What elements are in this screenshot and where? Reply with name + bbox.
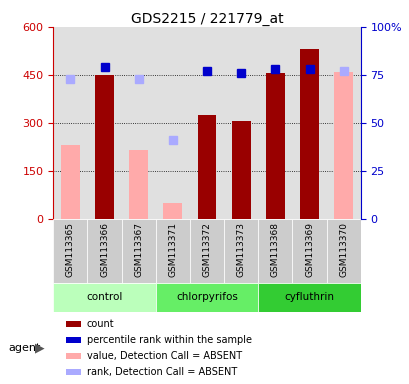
Bar <box>65 321 81 327</box>
Text: rank, Detection Call = ABSENT: rank, Detection Call = ABSENT <box>87 367 237 377</box>
Bar <box>333 72 352 218</box>
Text: GSM113368: GSM113368 <box>270 222 279 277</box>
Text: control: control <box>86 293 122 303</box>
Bar <box>53 283 155 313</box>
Bar <box>265 73 284 218</box>
Bar <box>224 218 258 283</box>
Bar <box>129 150 148 218</box>
Bar <box>61 145 80 218</box>
Text: ▶: ▶ <box>35 341 44 354</box>
Bar <box>163 203 182 218</box>
Text: percentile rank within the sample: percentile rank within the sample <box>87 335 252 345</box>
Bar <box>258 218 292 283</box>
Bar <box>53 218 87 283</box>
Bar <box>292 218 326 283</box>
Text: GSM113370: GSM113370 <box>338 222 347 277</box>
Bar <box>65 353 81 359</box>
Bar <box>155 283 258 313</box>
Bar <box>95 75 114 218</box>
Bar <box>299 49 318 218</box>
Text: GSM113369: GSM113369 <box>304 222 313 277</box>
Bar <box>65 337 81 343</box>
Bar <box>155 218 189 283</box>
Bar <box>87 218 121 283</box>
Bar <box>231 121 250 218</box>
Text: count: count <box>87 319 115 329</box>
Bar <box>189 218 224 283</box>
Text: GSM113372: GSM113372 <box>202 222 211 277</box>
Text: GSM113373: GSM113373 <box>236 222 245 277</box>
Text: GSM113371: GSM113371 <box>168 222 177 277</box>
Bar <box>258 283 360 313</box>
Text: GSM113365: GSM113365 <box>66 222 75 277</box>
Text: agent: agent <box>8 343 40 353</box>
Title: GDS2215 / 221779_at: GDS2215 / 221779_at <box>130 12 283 26</box>
Bar <box>65 369 81 375</box>
Text: cyfluthrin: cyfluthrin <box>284 293 334 303</box>
Text: GSM113366: GSM113366 <box>100 222 109 277</box>
Text: value, Detection Call = ABSENT: value, Detection Call = ABSENT <box>87 351 241 361</box>
Text: chlorpyrifos: chlorpyrifos <box>176 293 237 303</box>
Bar <box>326 218 360 283</box>
Bar <box>197 115 216 218</box>
Text: GSM113367: GSM113367 <box>134 222 143 277</box>
Bar <box>121 218 155 283</box>
